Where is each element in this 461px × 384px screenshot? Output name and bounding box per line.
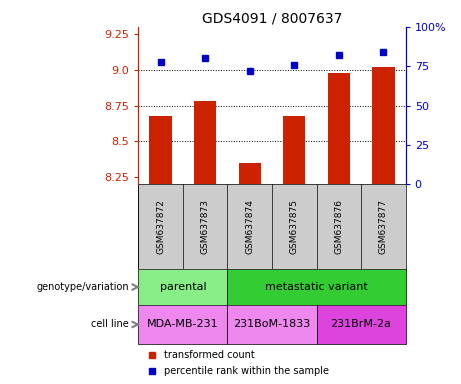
- Text: GSM637873: GSM637873: [201, 199, 210, 254]
- Text: cell line: cell line: [91, 319, 129, 329]
- Text: percentile rank within the sample: percentile rank within the sample: [164, 366, 329, 376]
- Bar: [317, 305, 406, 344]
- Text: MDA-MB-231: MDA-MB-231: [147, 319, 219, 329]
- Text: 231BoM-1833: 231BoM-1833: [233, 319, 311, 329]
- Title: GDS4091 / 8007637: GDS4091 / 8007637: [202, 12, 342, 26]
- Text: metastatic variant: metastatic variant: [265, 282, 368, 292]
- Text: genotype/variation: genotype/variation: [36, 282, 129, 292]
- Text: GSM637877: GSM637877: [379, 199, 388, 254]
- Bar: [227, 305, 317, 344]
- Text: 231BrM-2a: 231BrM-2a: [331, 319, 391, 329]
- Bar: [239, 163, 261, 184]
- Bar: [138, 269, 227, 305]
- Text: parental: parental: [160, 282, 206, 292]
- Text: GSM637876: GSM637876: [334, 199, 343, 254]
- Bar: [138, 305, 227, 344]
- Text: GSM637875: GSM637875: [290, 199, 299, 254]
- Bar: [227, 269, 406, 305]
- Bar: [194, 101, 216, 184]
- Bar: [283, 116, 306, 184]
- Bar: [328, 73, 350, 184]
- Bar: [372, 67, 395, 184]
- Bar: [149, 116, 171, 184]
- Text: GSM637872: GSM637872: [156, 199, 165, 254]
- Text: GSM637874: GSM637874: [245, 199, 254, 254]
- Text: transformed count: transformed count: [164, 350, 254, 360]
